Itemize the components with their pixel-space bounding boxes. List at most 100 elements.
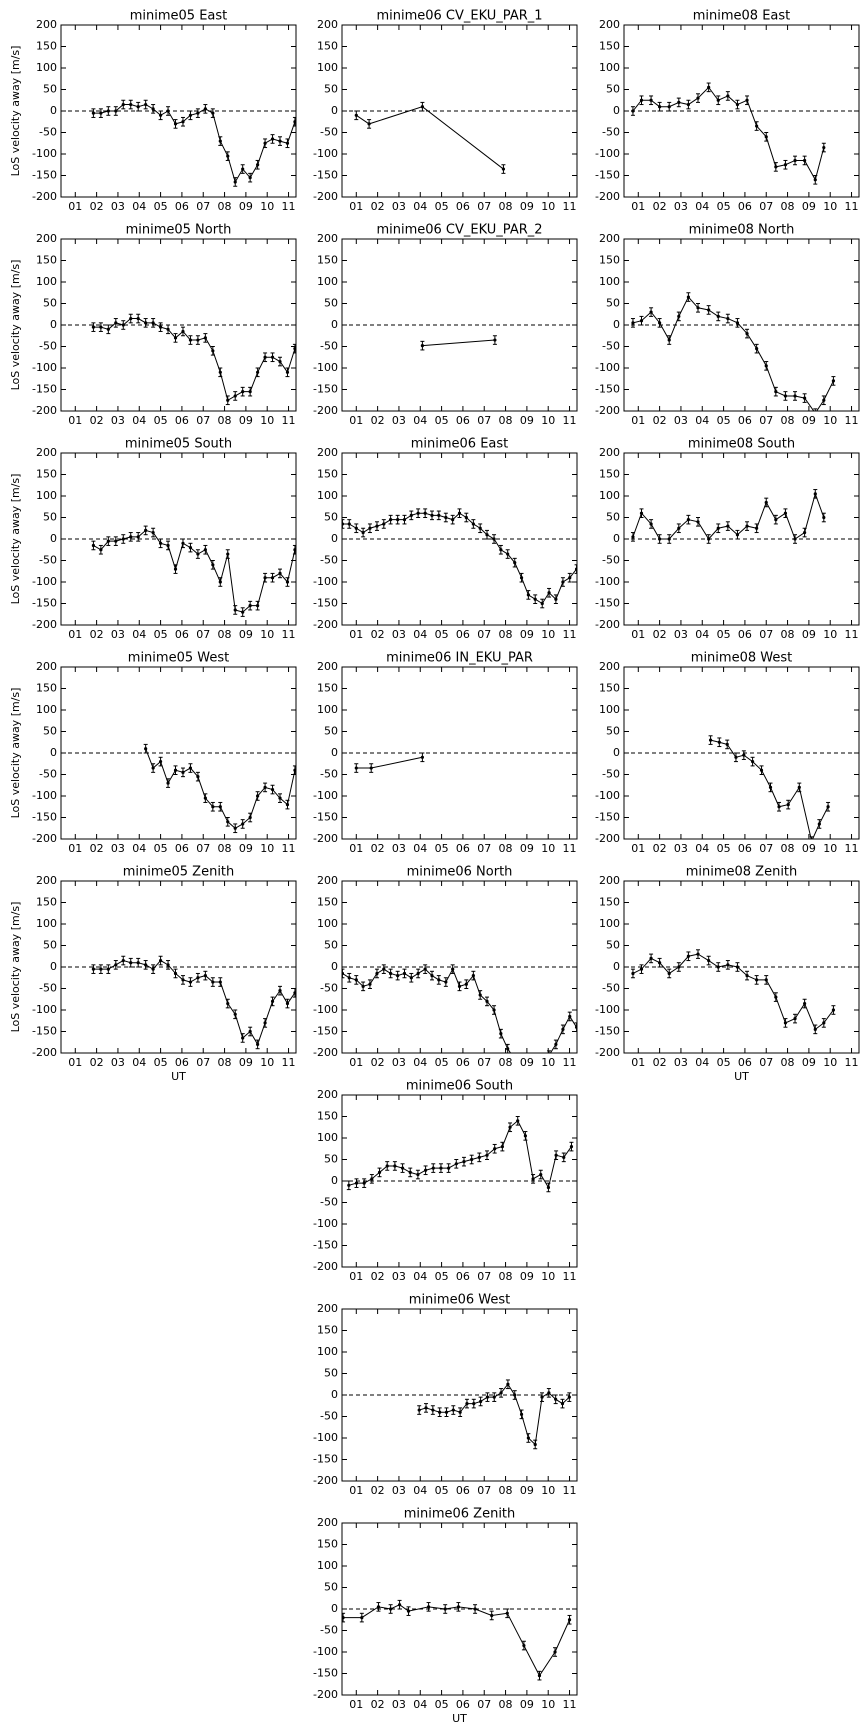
plot-area (342, 1523, 577, 1695)
data-point (114, 539, 118, 543)
data-line (93, 959, 296, 1046)
x-tick-label: 01 (68, 200, 82, 213)
series (342, 1599, 572, 1681)
data-point (716, 98, 720, 102)
x-tick-label: 06 (738, 200, 752, 213)
data-point (121, 323, 125, 327)
x-tick-label: 01 (68, 414, 82, 427)
y-tick-label: -200 (313, 1688, 338, 1701)
y-tick-label: 150 (599, 896, 620, 909)
data-point (707, 308, 711, 312)
data-point (831, 1008, 836, 1012)
series (630, 82, 826, 185)
data-point (285, 580, 290, 584)
data-point (786, 803, 790, 807)
data-point (470, 1157, 474, 1162)
y-tick-label: -100 (313, 1003, 338, 1016)
y-tick-label: 100 (317, 1345, 338, 1358)
data-point (451, 518, 455, 522)
data-point (540, 1395, 544, 1399)
x-tick-label: 03 (674, 200, 688, 213)
data-point (534, 1060, 537, 1063)
data-point (106, 539, 110, 543)
y-tick-label: 0 (613, 532, 620, 545)
data-point (278, 989, 282, 993)
data-point (285, 141, 290, 145)
plot-area (624, 25, 859, 197)
data-point (755, 978, 759, 982)
data-point (136, 105, 140, 109)
data-point (144, 747, 148, 751)
y-tick-label: -50 (320, 554, 338, 567)
y-tick-label: 150 (36, 40, 57, 53)
y-tick-label: -150 (32, 169, 57, 182)
x-tick-label: 08 (218, 628, 232, 641)
x-tick-label: 03 (392, 1056, 406, 1069)
plot-area (342, 667, 577, 839)
data-point (707, 85, 711, 89)
data-point (408, 1170, 412, 1174)
data-point (533, 1442, 537, 1447)
data-point (196, 111, 200, 115)
data-point (211, 111, 215, 115)
data-line (343, 1604, 570, 1677)
data-point (285, 370, 290, 374)
x-tick-label: 04 (413, 1270, 427, 1283)
data-point (166, 781, 170, 785)
y-tick-label: 100 (317, 703, 338, 716)
data-point (562, 1155, 566, 1159)
x-tick-label: 10 (260, 628, 274, 641)
data-point (506, 1382, 510, 1386)
y-tick-label: 200 (599, 18, 620, 31)
data-point (360, 1616, 364, 1620)
x-tick-label: 11 (563, 1056, 577, 1069)
axes-frame (341, 24, 578, 198)
y-tick-label: -150 (595, 383, 620, 396)
data-point (278, 359, 282, 364)
axes-frame (623, 880, 860, 1054)
data-point (707, 958, 711, 963)
panel: minime06 CV_EKU_PAR_2-200-150-100-500501… (313, 223, 578, 427)
x-tick-label: 08 (218, 200, 232, 213)
data-point (508, 1125, 512, 1129)
data-point (91, 325, 96, 329)
data-point (402, 518, 407, 522)
data-point (492, 1395, 496, 1399)
y-tick-label: -150 (313, 1667, 338, 1680)
x-tick-label: 03 (674, 842, 688, 855)
x-tick-label: 01 (68, 1056, 82, 1069)
plot-area (61, 453, 296, 625)
y-tick-label: 0 (50, 104, 57, 117)
data-point (241, 610, 245, 614)
x-tick-label: 05 (435, 1270, 449, 1283)
y-tick-label: 150 (36, 254, 57, 267)
axes-frame (60, 24, 297, 198)
y-tick-label: -50 (602, 768, 620, 781)
data-point (451, 1408, 455, 1412)
x-tick-label: 02 (653, 628, 667, 641)
data-point (783, 511, 788, 515)
y-tick-label: -150 (313, 1025, 338, 1038)
data-point (218, 580, 222, 584)
data-point (270, 787, 275, 792)
x-tick-label: 05 (435, 414, 449, 427)
data-point (354, 1181, 359, 1185)
plot-area (624, 667, 859, 839)
x-tick-label: 01 (349, 414, 363, 427)
data-point (444, 1410, 449, 1414)
data-point (396, 974, 400, 978)
series (354, 752, 425, 773)
x-tick-label: 11 (282, 1056, 296, 1069)
x-tick-label: 02 (371, 1698, 385, 1711)
y-tick-label: 200 (317, 232, 338, 245)
x-tick-label: 06 (175, 414, 189, 427)
data-point (347, 976, 351, 980)
x-tick-label: 11 (845, 414, 859, 427)
data-point (639, 98, 644, 102)
data-point (354, 113, 358, 117)
data-point (649, 522, 653, 526)
y-tick-label: -200 (313, 1046, 338, 1059)
data-point (129, 102, 133, 107)
x-tick-label: 09 (239, 1056, 253, 1069)
